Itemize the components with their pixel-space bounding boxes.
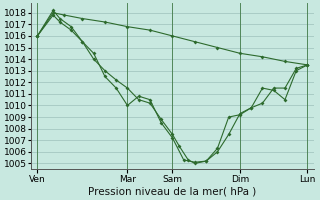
X-axis label: Pression niveau de la mer( hPa ): Pression niveau de la mer( hPa ) [88, 187, 257, 197]
